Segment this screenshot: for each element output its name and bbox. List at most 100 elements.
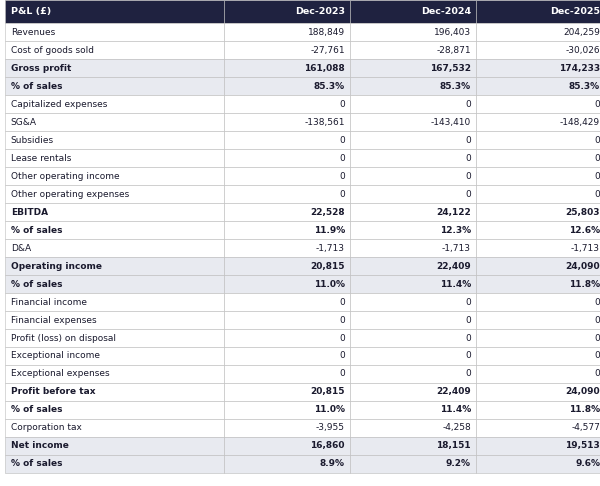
Bar bbox=[5, 0, 224, 23]
Text: 0: 0 bbox=[594, 315, 600, 325]
Bar bbox=[350, 347, 476, 365]
Text: 24,090: 24,090 bbox=[565, 261, 600, 271]
Text: 0: 0 bbox=[465, 351, 471, 361]
Bar bbox=[5, 59, 224, 77]
Bar bbox=[350, 41, 476, 59]
Text: -4,258: -4,258 bbox=[442, 423, 471, 433]
Bar bbox=[5, 383, 224, 401]
Text: -3,955: -3,955 bbox=[316, 423, 345, 433]
Text: 20,815: 20,815 bbox=[311, 261, 345, 271]
Bar bbox=[224, 257, 350, 275]
Text: -1,713: -1,713 bbox=[442, 243, 471, 253]
Bar bbox=[5, 329, 224, 347]
Bar bbox=[476, 347, 600, 365]
Text: 22,409: 22,409 bbox=[436, 387, 471, 397]
Bar bbox=[5, 185, 224, 203]
Text: -28,871: -28,871 bbox=[436, 46, 471, 55]
Bar bbox=[224, 167, 350, 185]
Text: Other operating income: Other operating income bbox=[11, 172, 119, 181]
Bar bbox=[350, 419, 476, 437]
Text: 0: 0 bbox=[465, 333, 471, 343]
Bar bbox=[350, 239, 476, 257]
Text: P&L (£): P&L (£) bbox=[11, 7, 51, 16]
Text: 0: 0 bbox=[594, 190, 600, 199]
Bar bbox=[350, 437, 476, 455]
Text: 0: 0 bbox=[339, 172, 345, 181]
Text: 0: 0 bbox=[594, 297, 600, 307]
Bar bbox=[476, 59, 600, 77]
Text: Financial income: Financial income bbox=[11, 297, 87, 307]
Text: % of sales: % of sales bbox=[11, 226, 62, 235]
Text: -4,577: -4,577 bbox=[571, 423, 600, 433]
Text: 11.9%: 11.9% bbox=[314, 226, 345, 235]
Text: % of sales: % of sales bbox=[11, 82, 62, 91]
Bar bbox=[350, 149, 476, 167]
Text: 0: 0 bbox=[594, 351, 600, 361]
Text: -30,026: -30,026 bbox=[565, 46, 600, 55]
Text: 0: 0 bbox=[339, 333, 345, 343]
Text: D&A: D&A bbox=[11, 243, 31, 253]
Bar bbox=[224, 455, 350, 473]
Bar bbox=[224, 419, 350, 437]
Text: % of sales: % of sales bbox=[11, 405, 62, 415]
Bar bbox=[350, 95, 476, 113]
Bar bbox=[224, 149, 350, 167]
Bar bbox=[224, 23, 350, 41]
Text: 25,803: 25,803 bbox=[566, 208, 600, 217]
Text: 11.8%: 11.8% bbox=[569, 279, 600, 289]
Bar bbox=[224, 0, 350, 23]
Bar bbox=[476, 167, 600, 185]
Text: 174,233: 174,233 bbox=[559, 64, 600, 73]
Text: 0: 0 bbox=[465, 172, 471, 181]
Bar bbox=[350, 59, 476, 77]
Bar bbox=[476, 131, 600, 149]
Bar bbox=[350, 167, 476, 185]
Text: Financial expenses: Financial expenses bbox=[11, 315, 97, 325]
Text: 0: 0 bbox=[339, 100, 345, 109]
Bar bbox=[476, 203, 600, 221]
Bar bbox=[224, 131, 350, 149]
Bar bbox=[224, 41, 350, 59]
Text: 12.6%: 12.6% bbox=[569, 226, 600, 235]
Bar bbox=[350, 293, 476, 311]
Bar bbox=[476, 95, 600, 113]
Text: 0: 0 bbox=[339, 369, 345, 379]
Text: -138,561: -138,561 bbox=[305, 118, 345, 127]
Bar bbox=[476, 401, 600, 419]
Text: 0: 0 bbox=[339, 297, 345, 307]
Bar bbox=[350, 311, 476, 329]
Bar bbox=[5, 347, 224, 365]
Text: -1,713: -1,713 bbox=[571, 243, 600, 253]
Text: 24,122: 24,122 bbox=[436, 208, 471, 217]
Bar bbox=[224, 401, 350, 419]
Text: Dec-2023: Dec-2023 bbox=[295, 7, 345, 16]
Bar bbox=[476, 185, 600, 203]
Bar bbox=[224, 293, 350, 311]
Bar bbox=[5, 437, 224, 455]
Text: 0: 0 bbox=[339, 315, 345, 325]
Text: 196,403: 196,403 bbox=[434, 28, 471, 37]
Bar bbox=[224, 185, 350, 203]
Bar bbox=[476, 257, 600, 275]
Bar bbox=[350, 383, 476, 401]
Text: 0: 0 bbox=[339, 154, 345, 163]
Text: 161,088: 161,088 bbox=[304, 64, 345, 73]
Bar bbox=[476, 437, 600, 455]
Bar bbox=[5, 419, 224, 437]
Bar bbox=[350, 0, 476, 23]
Bar bbox=[350, 203, 476, 221]
Text: Lease rentals: Lease rentals bbox=[11, 154, 71, 163]
Bar bbox=[476, 221, 600, 239]
Bar bbox=[5, 149, 224, 167]
Text: 22,409: 22,409 bbox=[436, 261, 471, 271]
Text: 0: 0 bbox=[594, 136, 600, 145]
Bar bbox=[5, 131, 224, 149]
Text: Exceptional income: Exceptional income bbox=[11, 351, 100, 361]
Bar bbox=[476, 293, 600, 311]
Text: 18,151: 18,151 bbox=[436, 441, 471, 451]
Text: 167,532: 167,532 bbox=[430, 64, 471, 73]
Bar bbox=[5, 113, 224, 131]
Bar bbox=[5, 455, 224, 473]
Text: SG&A: SG&A bbox=[11, 118, 37, 127]
Text: Revenues: Revenues bbox=[11, 28, 55, 37]
